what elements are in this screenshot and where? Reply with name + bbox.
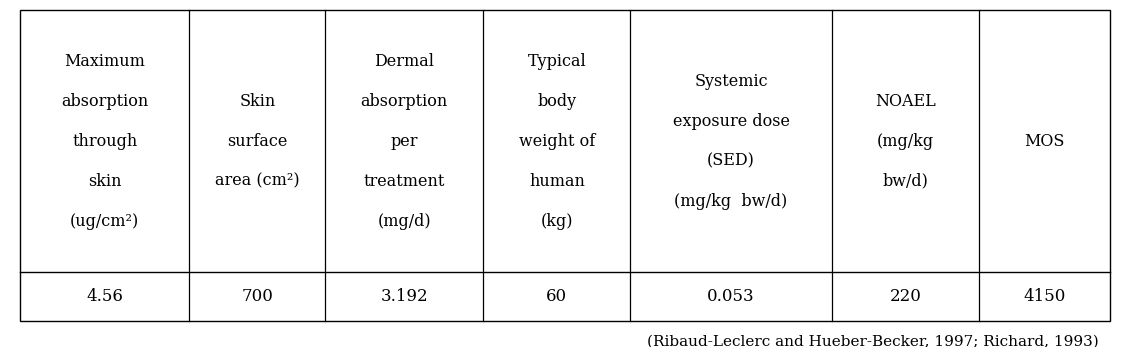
- Text: (mg/kg  bw/d): (mg/kg bw/d): [675, 193, 788, 210]
- Text: 220: 220: [889, 288, 921, 305]
- Text: skin: skin: [88, 173, 122, 190]
- Text: surface: surface: [227, 133, 287, 150]
- Text: MOS: MOS: [1024, 133, 1064, 150]
- Text: absorption: absorption: [360, 93, 447, 110]
- Text: 3.192: 3.192: [381, 288, 428, 305]
- Text: (Ribaud-Leclerc and Hueber-Becker, 1997; Richard, 1993): (Ribaud-Leclerc and Hueber-Becker, 1997;…: [646, 335, 1098, 347]
- Text: (SED): (SED): [707, 153, 755, 170]
- Text: area (cm²): area (cm²): [215, 173, 299, 190]
- Text: 0.053: 0.053: [707, 288, 755, 305]
- Text: 4150: 4150: [1023, 288, 1066, 305]
- Text: per: per: [391, 133, 418, 150]
- Text: Dermal: Dermal: [374, 53, 434, 70]
- Text: Maximum: Maximum: [64, 53, 145, 70]
- Text: (ug/cm²): (ug/cm²): [70, 213, 139, 230]
- Text: exposure dose: exposure dose: [672, 113, 790, 130]
- Text: NOAEL: NOAEL: [875, 93, 936, 110]
- Bar: [20, 10, 1110, 321]
- Text: Systemic: Systemic: [694, 73, 768, 90]
- Text: through: through: [72, 133, 138, 150]
- Text: 700: 700: [242, 288, 273, 305]
- Text: bw/d): bw/d): [883, 173, 929, 190]
- Text: Typical: Typical: [528, 53, 586, 70]
- Text: (mg/d): (mg/d): [377, 213, 432, 230]
- Text: (mg/kg: (mg/kg: [877, 133, 935, 150]
- Text: weight of: weight of: [519, 133, 596, 150]
- Text: human: human: [529, 173, 584, 190]
- Text: (kg): (kg): [540, 213, 573, 230]
- Text: 60: 60: [546, 288, 567, 305]
- Text: treatment: treatment: [364, 173, 445, 190]
- Text: body: body: [537, 93, 576, 110]
- Text: Skin: Skin: [240, 93, 276, 110]
- Text: 4.56: 4.56: [86, 288, 123, 305]
- Text: absorption: absorption: [61, 93, 148, 110]
